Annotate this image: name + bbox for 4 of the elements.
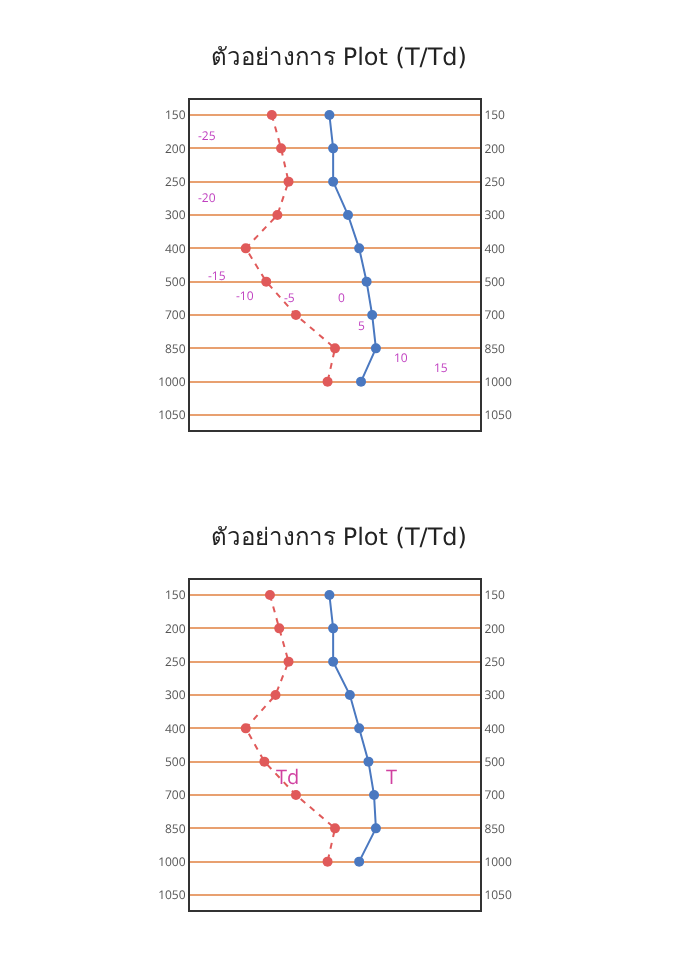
- series-label: Td: [276, 762, 300, 790]
- series-label: T: [386, 762, 398, 790]
- chart-title: ตัวอย่างการ Plot (T/Td): [211, 522, 467, 551]
- chart-title: ตัวอย่างการ Plot (T/Td): [211, 42, 467, 71]
